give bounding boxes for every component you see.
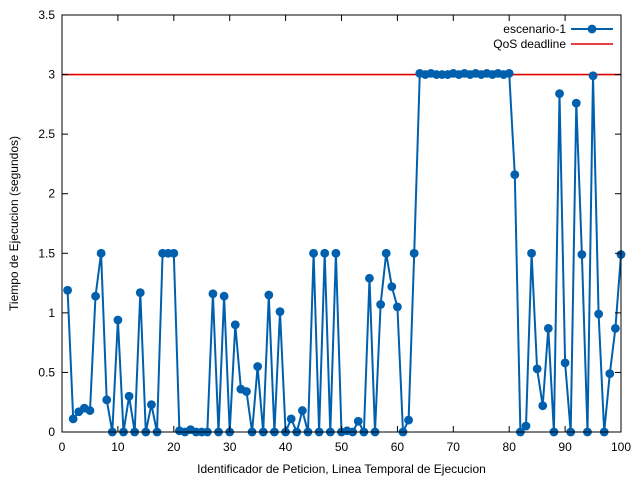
data-point [297,406,307,415]
data-point [353,416,363,426]
data-point [527,248,536,258]
data-point [85,406,95,415]
data-point [147,400,156,409]
x-tick-label: 100 [611,440,631,454]
y-tick-label: 3.5 [38,8,55,22]
data-point [320,248,330,258]
data-point [264,290,274,300]
x-tick-label: 50 [335,440,349,454]
data-point [560,358,570,368]
legend-label-qos-deadline: QoS deadline [493,37,566,51]
x-tick-label: 40 [279,440,293,454]
data-point [91,291,100,301]
data-point [387,282,397,292]
series-line-escenario-1 [66,72,622,436]
data-point [275,307,285,317]
data-point [124,391,134,401]
data-point [404,415,413,425]
x-tick-label: 70 [447,440,461,454]
legend-swatch-marker-escenario-1 [587,24,597,34]
data-point [63,285,72,295]
y-tick-label: 3 [48,68,55,82]
data-point [538,401,548,411]
data-point [521,421,531,431]
data-point [588,71,598,81]
data-point [605,369,615,379]
y-tick-label: 1 [48,306,55,320]
data-point [393,302,402,312]
y-axis-title: Tiempo de Ejecucion (segundos) [7,136,21,311]
x-tick-label: 30 [223,440,237,454]
data-point [102,395,112,405]
y-tick-label: 0 [48,425,55,439]
data-point [510,170,520,180]
y-tick-label: 2 [48,187,55,201]
data-point [543,323,553,333]
data-point [381,248,391,258]
data-point [68,414,78,424]
series-layer [63,68,626,437]
x-tick-label: 0 [59,440,66,454]
data-point [286,414,296,424]
data-point [219,291,229,301]
data-point [135,288,145,298]
data-point [409,248,419,258]
data-point [208,289,218,299]
data-point [253,362,263,371]
y-tick-label: 2.5 [38,127,55,141]
x-axis-title: Identificador de Peticion, Linea Tempora… [197,462,486,476]
x-tick-label: 80 [503,440,517,454]
data-point [504,68,514,78]
data-point [309,248,318,258]
y-tick-label: 1.5 [38,246,55,260]
data-point [376,300,386,309]
data-point [331,248,341,258]
data-point [555,89,564,99]
data-point [96,248,106,258]
data-point [230,320,240,330]
data-point [594,309,604,319]
legend-label-escenario-1: escenario-1 [503,22,566,36]
data-point [169,248,179,258]
data-point [532,364,542,374]
data-point [365,273,374,283]
y-tick-label: 0.5 [38,365,55,379]
data-point [113,315,123,325]
data-point [611,323,620,333]
data-point [577,250,587,259]
x-tick-label: 10 [111,440,125,454]
x-tick-label: 90 [558,440,572,454]
data-point [242,387,251,396]
legend: escenario-1 QoS deadline [493,22,613,51]
tick-layer: 0 10 20 30 40 50 60 70 80 90 100 0 0.5 1 1.5 2 2.5 3 3.5 [38,8,631,454]
data-point [571,98,581,108]
x-tick-label: 20 [167,440,181,454]
x-tick-label: 60 [391,440,405,454]
